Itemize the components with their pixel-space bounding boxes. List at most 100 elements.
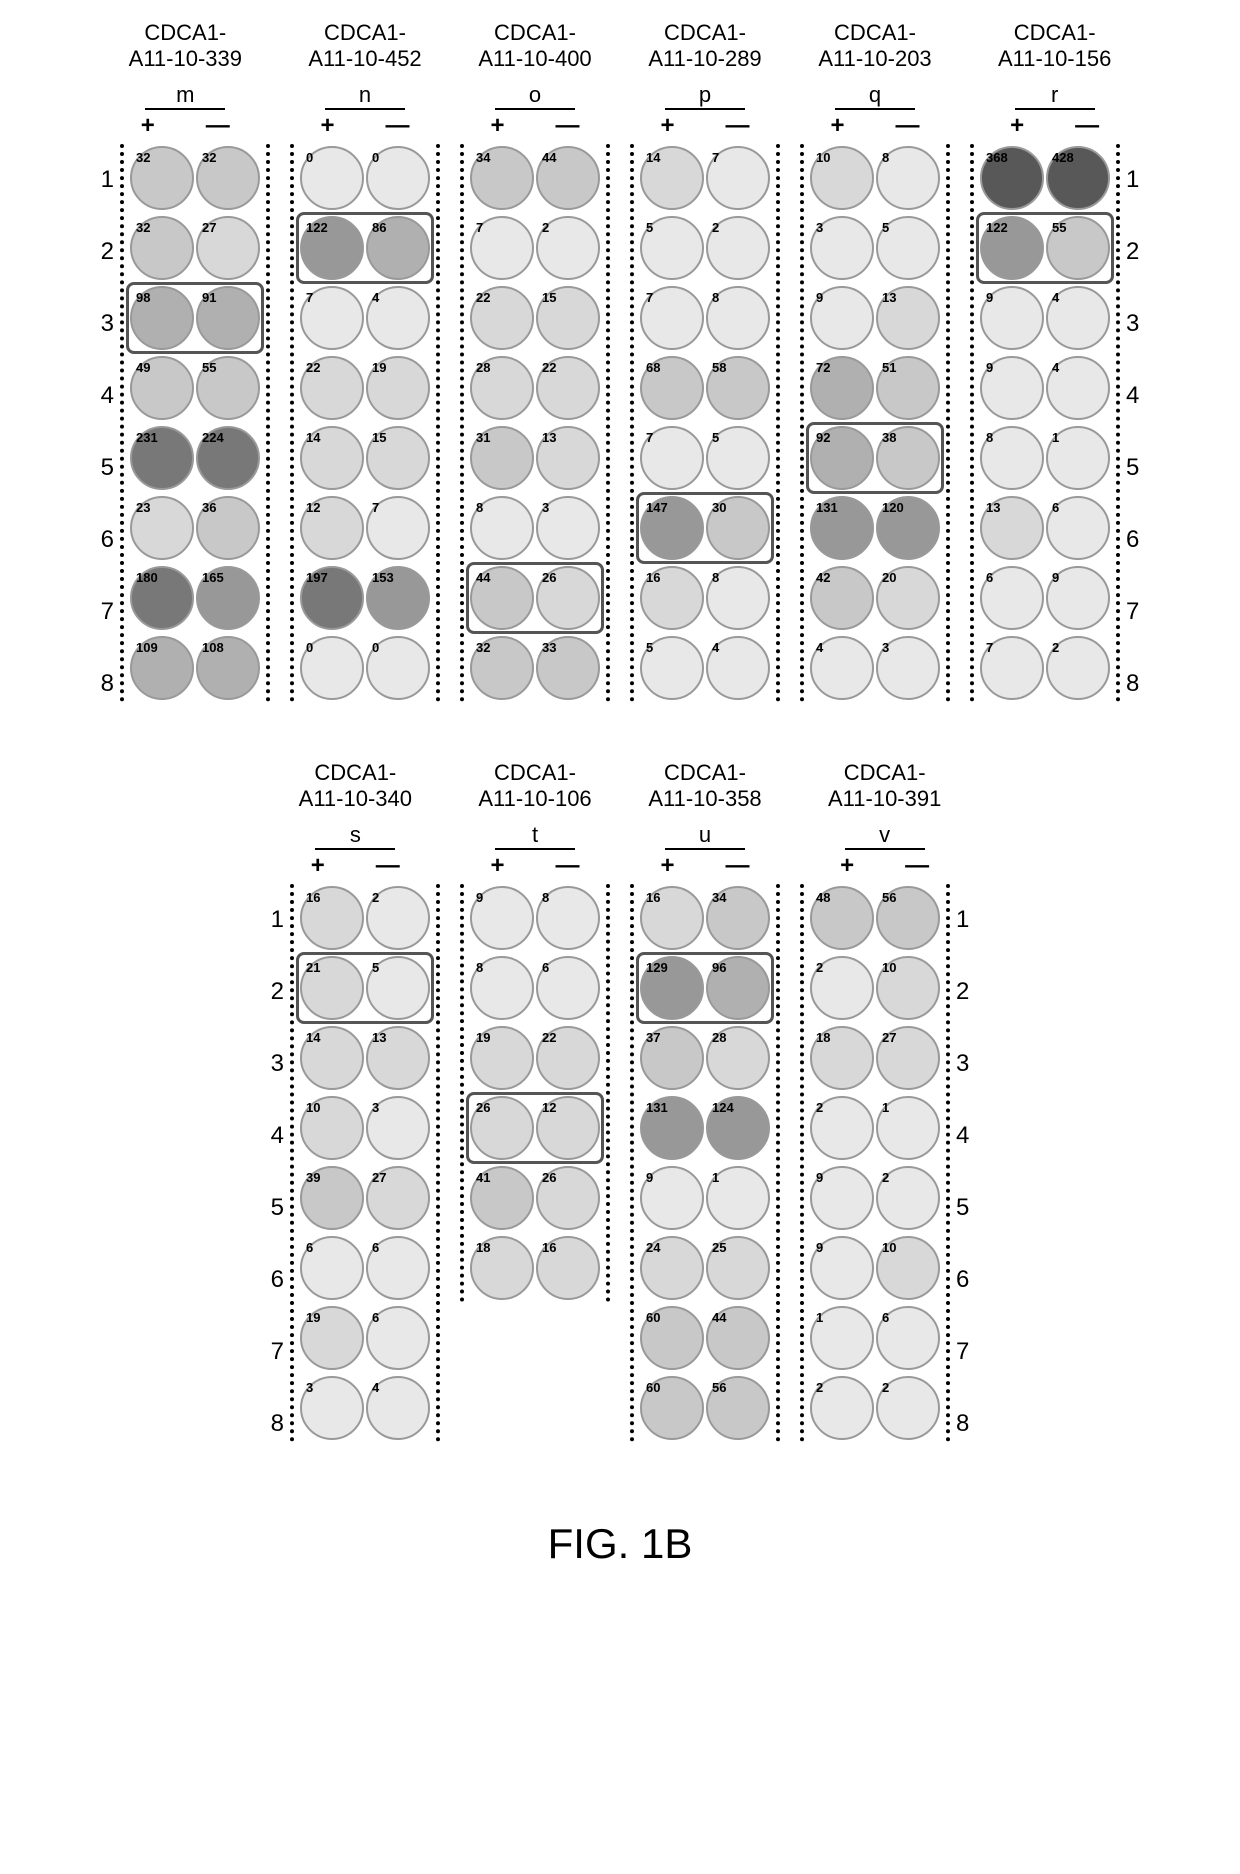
well-row: 1922 xyxy=(468,1024,602,1092)
grid-area: 1234567832323227989149552312242336180165… xyxy=(101,144,270,720)
well-row: 109108 xyxy=(128,634,262,702)
well-row: 1816 xyxy=(468,1234,602,1302)
well-count: 2 xyxy=(372,890,379,905)
well-row: 12286 xyxy=(298,214,432,282)
well-count: 18 xyxy=(476,1240,490,1255)
well-count: 6 xyxy=(986,570,993,585)
well-count: 8 xyxy=(542,890,549,905)
well-count: 96 xyxy=(712,960,726,975)
well-count: 32 xyxy=(136,150,150,165)
plus-minus-header: +— xyxy=(985,112,1125,140)
grid-area: 98861922261241261816 xyxy=(460,884,610,1302)
well-row: 4955 xyxy=(128,354,262,422)
well: 4 xyxy=(366,1376,430,1440)
well: 1 xyxy=(706,1166,770,1230)
minus-label: — xyxy=(905,852,929,880)
well-row: 91 xyxy=(638,1164,772,1232)
minus-label: — xyxy=(895,112,919,140)
well: 32 xyxy=(130,216,194,280)
well-count: 16 xyxy=(306,890,320,905)
well: 30 xyxy=(706,496,770,560)
well-row: 197153 xyxy=(298,564,432,632)
plus-label: + xyxy=(660,112,674,140)
well: 120 xyxy=(876,496,940,560)
well: 4 xyxy=(366,286,430,350)
well-row: 3927 xyxy=(298,1164,432,1232)
well-count: 32 xyxy=(476,640,490,655)
well: 44 xyxy=(706,1306,770,1370)
grid-area: 1083591372519238131120422043 xyxy=(800,144,950,702)
well: 9 xyxy=(470,886,534,950)
well: 3 xyxy=(810,216,874,280)
panel-letter: n xyxy=(325,82,405,110)
well-row: 74 xyxy=(298,284,432,352)
minus-label: — xyxy=(385,112,409,140)
well: 8 xyxy=(980,426,1044,490)
well-row: 16 xyxy=(808,1304,942,1372)
well-count: 26 xyxy=(542,1170,556,1185)
well-row: 127 xyxy=(298,494,432,562)
grid-area: 163412996372813112491242560446056 xyxy=(630,884,780,1442)
well: 131 xyxy=(810,496,874,560)
well-count: 25 xyxy=(712,1240,726,1255)
row-label: 2 xyxy=(1126,216,1139,288)
well: 2 xyxy=(366,886,430,950)
well: 3 xyxy=(300,1376,364,1440)
well: 5 xyxy=(640,216,704,280)
grid-area: 12345678162215141310339276619634 xyxy=(271,884,440,1460)
well: 19 xyxy=(300,1306,364,1370)
well: 10 xyxy=(810,146,874,210)
well-row: 1827 xyxy=(808,1024,942,1092)
well-count: 180 xyxy=(136,570,158,585)
panel-s: CDCA1-A11-10-340s+—123456781622151413103… xyxy=(271,760,440,1460)
well-row: 913 xyxy=(808,284,942,352)
well-count: 19 xyxy=(372,360,386,375)
well-row: 196 xyxy=(298,1304,432,1372)
wells-column: 162215141310339276619634 xyxy=(290,884,440,1442)
well: 10 xyxy=(876,956,940,1020)
well: 10 xyxy=(300,1096,364,1160)
well-row: 22 xyxy=(808,1374,942,1442)
row-label: 6 xyxy=(956,1244,969,1316)
well-count: 9 xyxy=(986,290,993,305)
well-row: 6044 xyxy=(638,1304,772,1372)
well-count: 4 xyxy=(372,1380,379,1395)
plus-label: + xyxy=(311,852,325,880)
well: 18 xyxy=(810,1026,874,1090)
well-count: 92 xyxy=(816,430,830,445)
well-count: 2 xyxy=(712,220,719,235)
well-row: 6056 xyxy=(638,1374,772,1442)
well-row: 108 xyxy=(808,144,942,212)
well-count: 1 xyxy=(882,1100,889,1115)
well-count: 120 xyxy=(882,500,904,515)
wells-column: 368428122559494811366972 xyxy=(970,144,1120,702)
well: 56 xyxy=(706,1376,770,1440)
well-row: 12255 xyxy=(978,214,1112,282)
well: 5 xyxy=(640,636,704,700)
well: 7 xyxy=(300,286,364,350)
well-count: 27 xyxy=(882,1030,896,1045)
well-count: 109 xyxy=(136,640,158,655)
well: 6 xyxy=(300,1236,364,1300)
well: 6 xyxy=(366,1306,430,1370)
well-count: 23 xyxy=(136,500,150,515)
well-count: 14 xyxy=(306,1030,320,1045)
well: 1 xyxy=(1046,426,1110,490)
row-label: 8 xyxy=(271,1388,284,1460)
wells-column: 32323227989149552312242336180165109108 xyxy=(120,144,270,702)
well: 2 xyxy=(876,1166,940,1230)
well-row: 231224 xyxy=(128,424,262,492)
well-row: 3444 xyxy=(468,144,602,212)
well-row: 4856 xyxy=(808,884,942,952)
row-label: 7 xyxy=(101,576,114,648)
well-count: 10 xyxy=(882,960,896,975)
well: 12 xyxy=(300,496,364,560)
well: 36 xyxy=(196,496,260,560)
well-row: 3728 xyxy=(638,1024,772,1092)
well-row: 72 xyxy=(468,214,602,282)
well: 48 xyxy=(810,886,874,950)
well-count: 6 xyxy=(882,1310,889,1325)
well-row: 54 xyxy=(638,634,772,702)
well: 7 xyxy=(640,286,704,350)
row-label: 2 xyxy=(956,956,969,1028)
